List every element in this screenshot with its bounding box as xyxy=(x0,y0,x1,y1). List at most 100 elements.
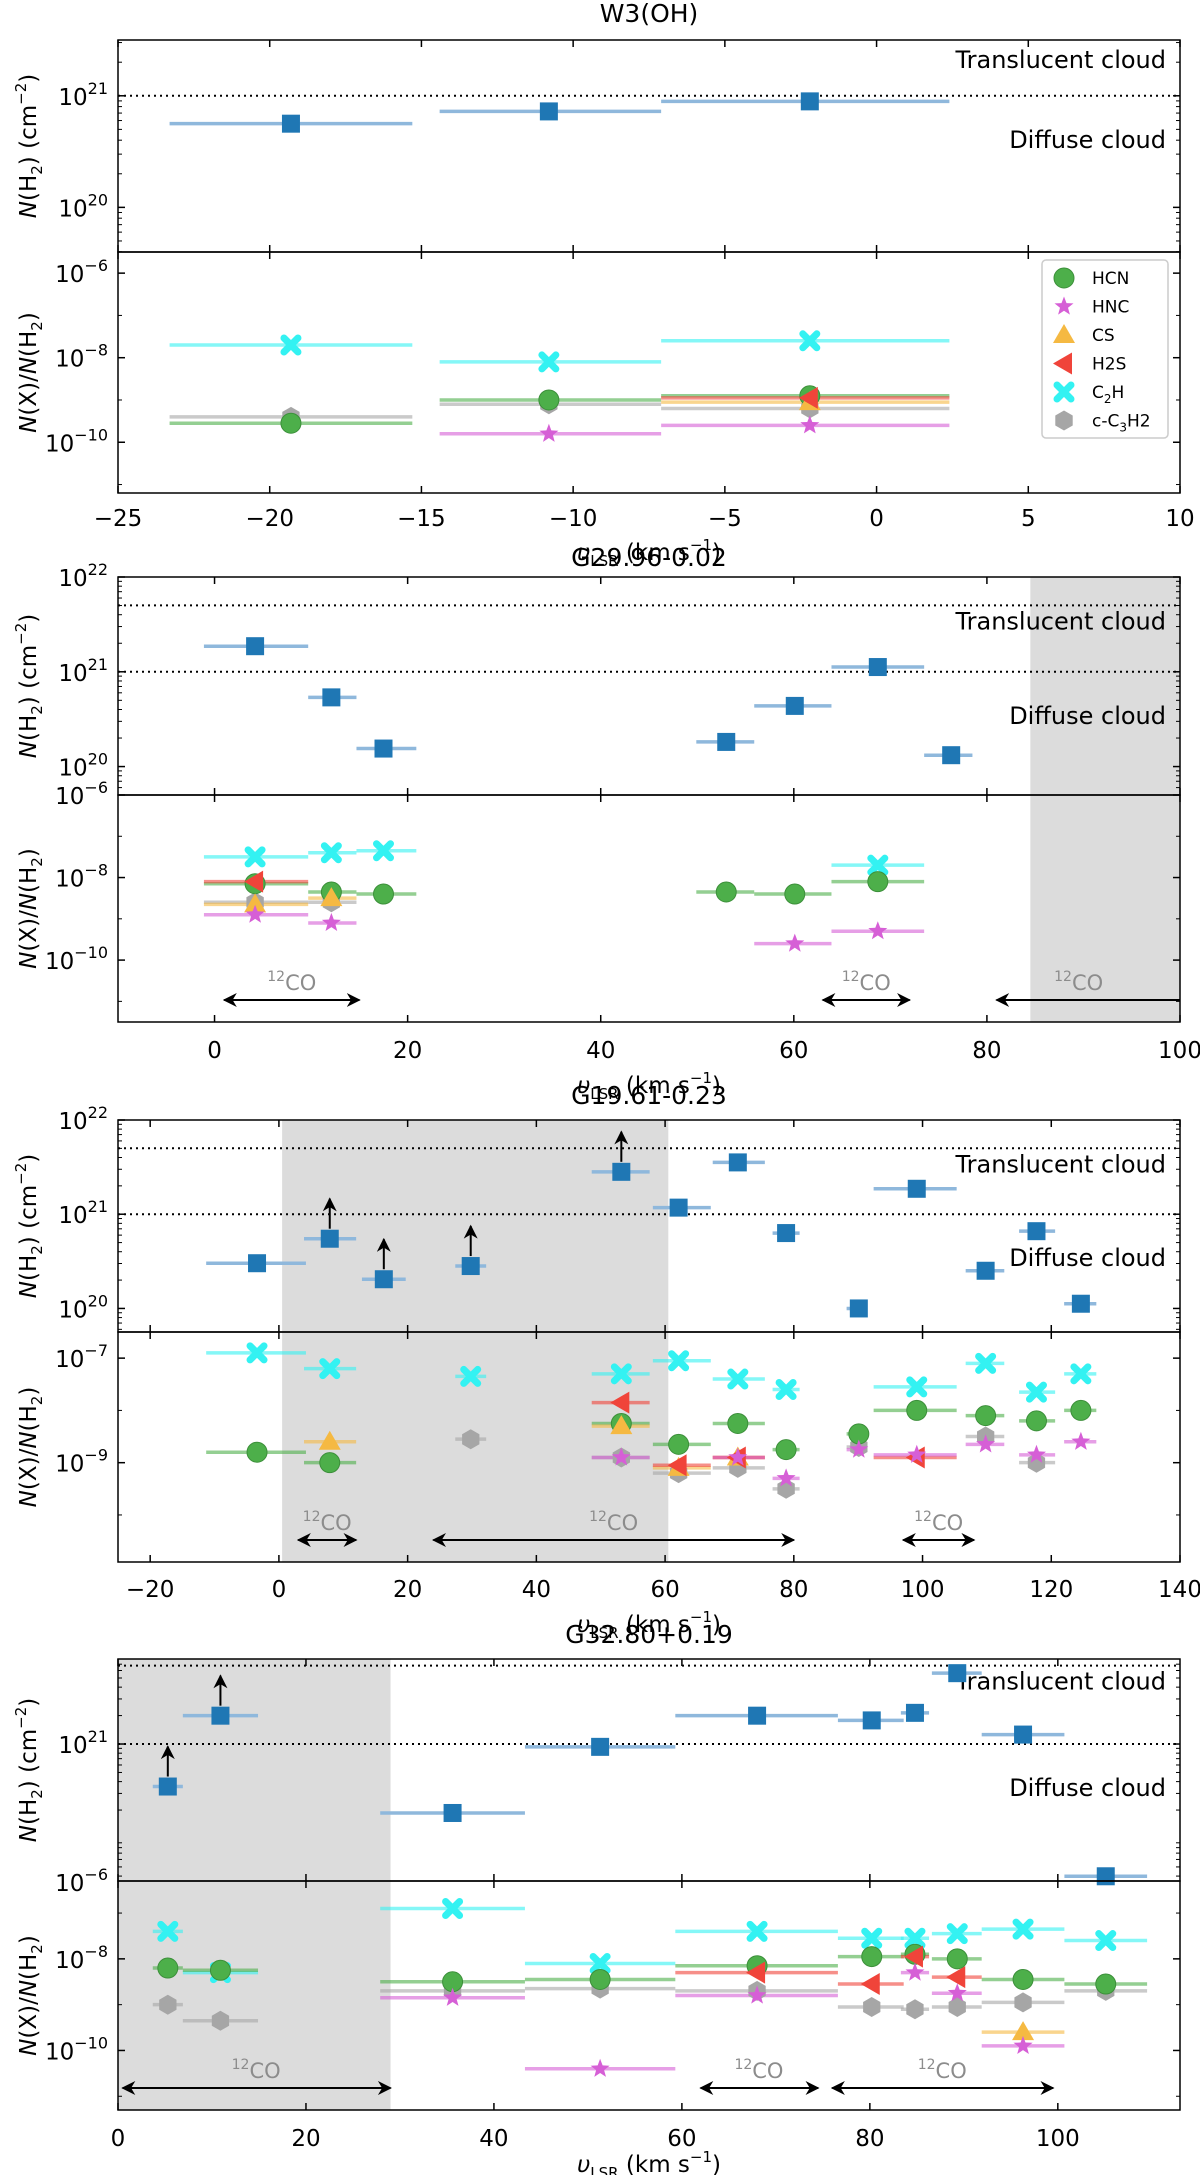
point-HCN xyxy=(319,1452,341,1474)
shaded-region xyxy=(282,1120,669,1562)
point-C2H xyxy=(975,1352,997,1374)
point-C2H xyxy=(320,842,342,864)
point-HCN xyxy=(727,1412,749,1434)
y-tick-label: 1022 xyxy=(58,560,108,592)
h2-point xyxy=(728,1153,747,1172)
point-HCN xyxy=(157,1957,179,1979)
point-HNC xyxy=(947,1983,967,2002)
point-HCN xyxy=(775,1439,797,1461)
point-cC3H2 xyxy=(1014,1992,1032,2013)
legend-marker-H2S xyxy=(1053,352,1072,375)
co-label: 12CO xyxy=(914,1509,963,1535)
point-C2H xyxy=(246,1342,268,1364)
point-HNC xyxy=(1071,1431,1091,1450)
point-HNC xyxy=(747,1985,767,2004)
point-HCN xyxy=(280,412,302,434)
h2-point xyxy=(942,746,961,765)
point-HCN xyxy=(906,1399,928,1421)
point-HCN xyxy=(1025,1410,1047,1432)
point-HCN xyxy=(946,1948,968,1970)
h2-point xyxy=(868,658,887,677)
point-cC3H2 xyxy=(159,1994,177,2015)
shaded-region xyxy=(118,1659,391,2110)
x-tick-label: 0 xyxy=(272,1577,287,1603)
y-tick-label: 10−8 xyxy=(55,861,108,893)
chart-title: G19.61-0.23 xyxy=(571,1081,727,1110)
point-HCN xyxy=(668,1433,690,1455)
co-label: 12CO xyxy=(918,2057,967,2083)
point-HNC xyxy=(728,1447,748,1466)
x-tick-label: −25 xyxy=(94,506,143,532)
point-HNC xyxy=(611,1447,631,1466)
point-HCN xyxy=(209,1959,231,1981)
y-tick-label: 1021 xyxy=(58,1197,108,1229)
point-C2H xyxy=(1095,1930,1117,1952)
y-tick-label: 1022 xyxy=(58,1103,108,1135)
translucent-cloud-label: Translucent cloud xyxy=(954,607,1166,635)
x-tick-label: 20 xyxy=(291,2126,320,2152)
point-HCN xyxy=(975,1405,997,1427)
point-C2H xyxy=(1070,1363,1092,1385)
point-C2H xyxy=(373,840,394,862)
y-tick-label: 1021 xyxy=(58,1727,108,1759)
point-CS xyxy=(244,893,267,913)
h2-point xyxy=(211,1706,230,1725)
point-CS xyxy=(1012,2021,1035,2041)
legend: HCN HNC CS H2S C2H c-C3H2 xyxy=(1041,259,1169,439)
point-HNC xyxy=(1027,1444,1046,1463)
h2-point xyxy=(905,1703,924,1722)
y-tick-label: 10−10 xyxy=(45,425,108,457)
diffuse-cloud-label: Diffuse cloud xyxy=(1009,126,1166,154)
y-tick-label: 1021 xyxy=(58,79,108,111)
h2-point xyxy=(322,688,341,707)
x-tick-label: 100 xyxy=(1158,1038,1200,1064)
point-C2H xyxy=(946,1923,968,1945)
point-cC3H2 xyxy=(863,1997,881,2017)
x-tick-label: 0 xyxy=(869,506,884,532)
y-tick-label: 10−6 xyxy=(55,256,108,288)
h2-point xyxy=(907,1179,926,1198)
h2-point xyxy=(669,1198,688,1217)
point-C2H xyxy=(280,334,302,356)
h2-point xyxy=(785,696,804,715)
point-C2H xyxy=(538,351,560,373)
x-tick-label: −5 xyxy=(708,506,742,532)
h2-point xyxy=(158,1777,177,1796)
chart-title: W3(OH) xyxy=(600,0,699,28)
point-HCN xyxy=(861,1946,883,1968)
point-cC3H2 xyxy=(211,2010,230,2031)
y-axis-label-top: N(H2) (cm−2) xyxy=(12,614,46,758)
point-cC3H2 xyxy=(462,1429,480,1450)
h2-point xyxy=(281,114,300,133)
y-axis-label-bottom: N(X)/N(H2) xyxy=(16,848,46,969)
point-C2H xyxy=(861,1927,883,1949)
x-tick-label: 60 xyxy=(667,2126,696,2152)
x-tick-label: 60 xyxy=(779,1038,808,1064)
x-axis-label: υLSR (km s−1) xyxy=(577,2148,721,2175)
point-HNC xyxy=(443,1987,463,2006)
y-axis-label-top: N(H2) (cm−2) xyxy=(12,74,46,218)
chart-panel-4: G32.80+0.19 Translucent cloud Diffuse clou… xyxy=(12,1620,1181,2175)
h2-point xyxy=(539,102,558,121)
point-C2H xyxy=(746,1920,768,1942)
h2-point xyxy=(862,1711,881,1730)
point-HCN xyxy=(1012,1968,1034,1990)
point-HNC xyxy=(905,1962,925,1981)
x-axis-label: υLSR (km s−1) xyxy=(577,1069,721,1103)
point-C2H xyxy=(244,846,266,868)
point-HNC xyxy=(800,415,820,434)
x-tick-label: 140 xyxy=(1158,1577,1200,1603)
h2-point xyxy=(246,637,265,656)
legend-marker-HNC xyxy=(1054,296,1074,315)
x-tick-label: 10 xyxy=(1165,506,1194,532)
diffuse-cloud-label: Diffuse cloud xyxy=(1009,702,1166,730)
y-tick-label: 1020 xyxy=(58,1291,108,1323)
point-C2H xyxy=(1012,1918,1034,1940)
x-tick-label: 40 xyxy=(586,1038,615,1064)
point-C2H xyxy=(442,1897,464,1919)
y-tick-label: 1020 xyxy=(58,190,108,222)
x-axis-label: υLSR (km s−1) xyxy=(577,1608,721,1642)
x-tick-label: −20 xyxy=(126,1577,175,1603)
x-tick-label: 20 xyxy=(393,1577,422,1603)
